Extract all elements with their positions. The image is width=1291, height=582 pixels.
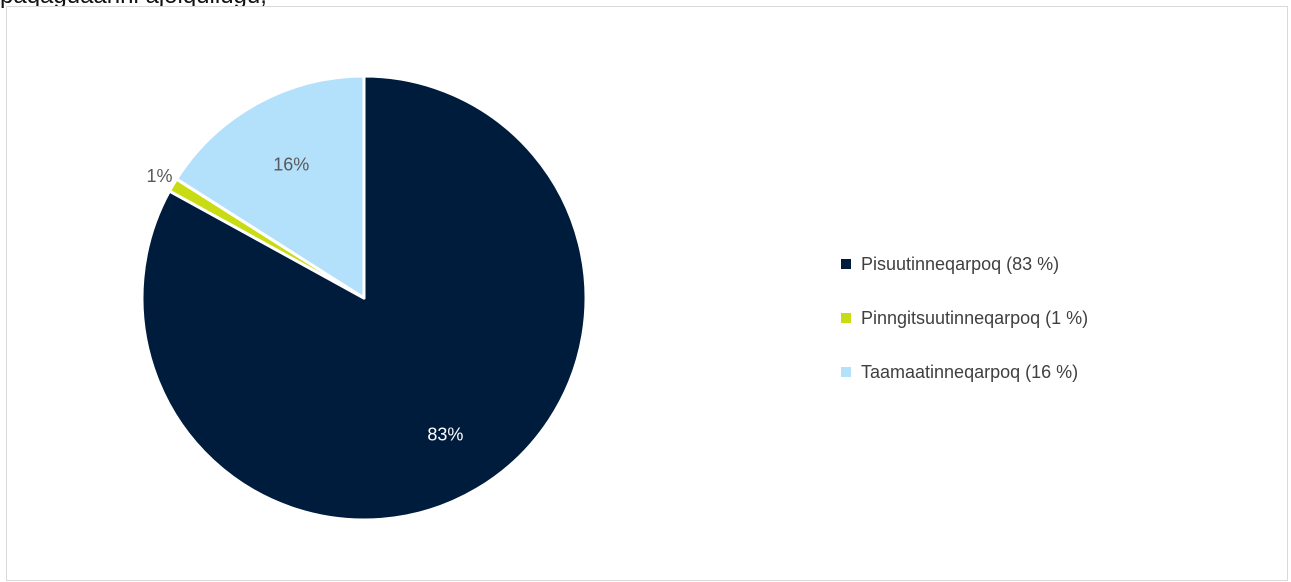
pie-chart: 83% 1% 16% — [140, 74, 588, 522]
data-label-taamaatinneqarpoq: 16% — [273, 154, 309, 174]
pie-data-labels: 83% 1% 16% — [147, 154, 464, 444]
cut-off-heading-text: paqaguaanni ajoiqullugu, — [0, 0, 1291, 8]
data-label-pisuutinneqarpoq: 83% — [427, 424, 463, 444]
pie-slices — [140, 74, 588, 522]
legend-item-pinngitsuutinneqarpoq[interactable]: Pinngitsuutinneqarpoq (1 %) — [841, 306, 1088, 330]
legend-item-pisuutinneqarpoq[interactable]: Pisuutinneqarpoq (83 %) — [841, 252, 1088, 276]
legend: Pisuutinneqarpoq (83 %) Pinngitsuutinneq… — [841, 252, 1088, 414]
legend-swatch-pisuutinneqarpoq — [841, 259, 851, 269]
legend-swatch-taamaatinneqarpoq — [841, 367, 851, 377]
legend-swatch-pinngitsuutinneqarpoq — [841, 313, 851, 323]
pie-slice-pisuutinneqarpoq[interactable] — [140, 74, 588, 522]
data-label-pinngitsuutinneqarpoq: 1% — [147, 166, 173, 186]
chart-area: 83% 1% 16% Pisuutinneqarpoq (83 %) Pinngit… — [6, 6, 1288, 581]
legend-label-pisuutinneqarpoq: Pisuutinneqarpoq (83 %) — [861, 253, 1060, 274]
legend-label-pinngitsuutinneqarpoq: Pinngitsuutinneqarpoq (1 %) — [861, 307, 1089, 328]
legend-label-taamaatinneqarpoq: Taamaatinneqarpoq (16 %) — [861, 361, 1079, 382]
legend-item-taamaatinneqarpoq[interactable]: Taamaatinneqarpoq (16 %) — [841, 360, 1088, 384]
pie-slice-taamaatinneqarpoq[interactable] — [175, 74, 366, 300]
